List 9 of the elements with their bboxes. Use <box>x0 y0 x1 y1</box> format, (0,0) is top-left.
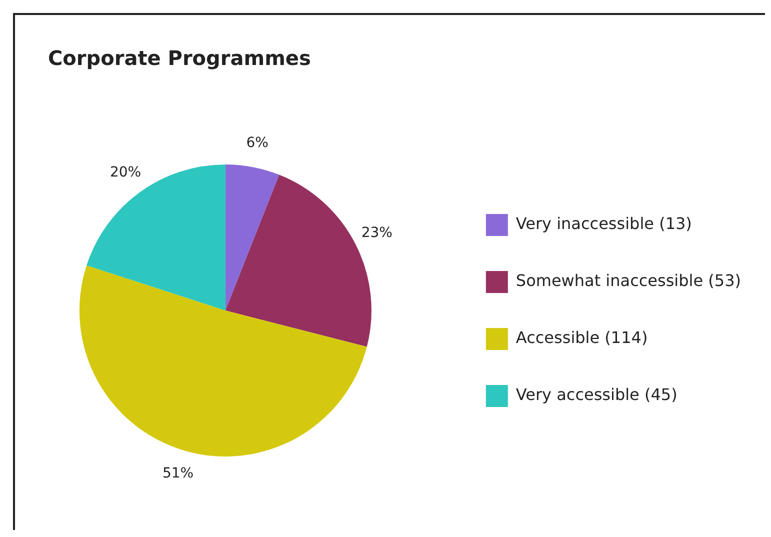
chart-title: Corporate Programmes <box>48 46 311 70</box>
data-label: 20% <box>110 164 142 181</box>
legend-label: Very accessible (45) <box>516 385 678 404</box>
legend-label: Somewhat inaccessible (53) <box>516 271 742 290</box>
data-label: 23% <box>361 224 392 241</box>
data-label: 51% <box>162 465 194 482</box>
legend-label: Accessible (114) <box>516 328 648 348</box>
data-label: 6% <box>246 135 268 152</box>
legend-label: Very inaccessible (13) <box>516 214 692 234</box>
